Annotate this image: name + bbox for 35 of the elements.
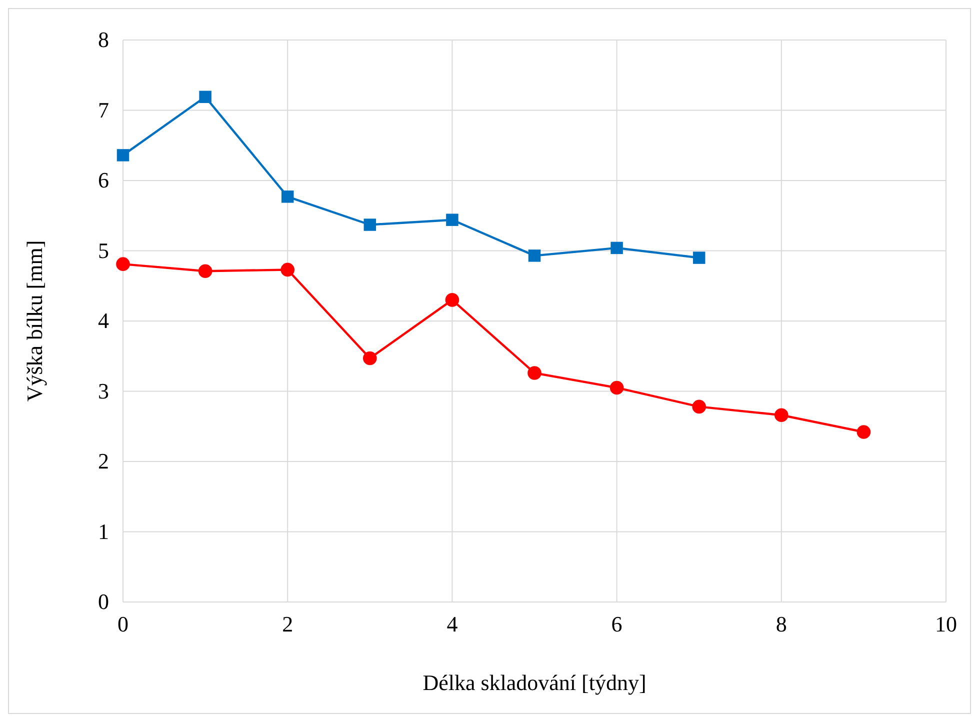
point bbox=[610, 380, 624, 395]
y-tick-label: 8 bbox=[98, 27, 109, 52]
point bbox=[445, 293, 460, 307]
y-tick-label: 0 bbox=[98, 589, 109, 614]
point bbox=[199, 90, 212, 104]
point bbox=[528, 366, 542, 380]
x-tick-label: 0 bbox=[118, 612, 128, 637]
point bbox=[198, 264, 212, 278]
y-tick-label: 7 bbox=[98, 97, 109, 122]
y-tick-label: 4 bbox=[98, 308, 109, 334]
y-tick-label: 2 bbox=[98, 448, 109, 474]
point bbox=[692, 400, 706, 414]
y-tick-label: 5 bbox=[98, 238, 109, 263]
point bbox=[281, 190, 294, 203]
y-tick-label: 3 bbox=[98, 378, 109, 404]
y-axis-title: Výška bílku [mm] bbox=[22, 240, 47, 402]
point bbox=[528, 250, 541, 262]
point bbox=[116, 257, 130, 271]
x-tick-label: 10 bbox=[935, 612, 957, 637]
x-axis-title: Délka skladování [týdny] bbox=[422, 670, 646, 695]
x-tick-label: 4 bbox=[446, 612, 458, 637]
point bbox=[774, 408, 788, 422]
x-tick-label: 6 bbox=[611, 612, 622, 637]
y-tick-label: 1 bbox=[98, 518, 109, 544]
point bbox=[362, 351, 377, 366]
point bbox=[280, 262, 295, 277]
point bbox=[610, 242, 623, 254]
point bbox=[364, 218, 376, 231]
y-tick-label: 6 bbox=[98, 168, 109, 193]
point bbox=[116, 149, 130, 162]
x-tick-label: 2 bbox=[282, 612, 294, 637]
x-tick-label: 8 bbox=[776, 612, 787, 637]
point bbox=[446, 214, 458, 226]
point bbox=[856, 425, 871, 439]
point bbox=[692, 252, 706, 264]
